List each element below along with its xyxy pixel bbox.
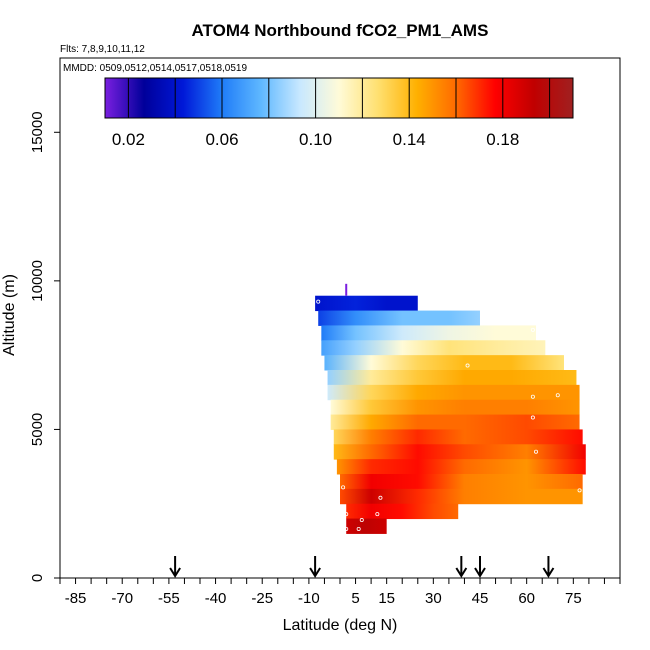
altitude-band (318, 310, 480, 326)
x-tick-label: 5 (351, 590, 359, 607)
flight-arrow (542, 556, 555, 578)
sample-marker (530, 394, 535, 399)
sample-marker (577, 488, 582, 493)
x-tick-label: -10 (298, 590, 320, 607)
y-tick-label: 0 (29, 574, 46, 582)
sample-marker (534, 449, 539, 454)
colorbar-gradient (105, 78, 573, 118)
flight-arrow (474, 556, 486, 578)
x-tick-label: -85 (65, 590, 87, 607)
sample-marker (316, 299, 321, 304)
altitude-band (346, 503, 459, 520)
altitude-band (333, 444, 586, 460)
altitude-band (336, 459, 586, 475)
y-tick-label: 15000 (29, 111, 46, 153)
altitude-band (327, 384, 580, 401)
colorbar-tick-labels: 0.02 0.06 0.10 0.14 0.18 (112, 130, 519, 149)
sample-marker (356, 526, 361, 531)
y-axis: 0 5000 10000 15000 (29, 111, 60, 582)
x-tick-label: 30 (425, 590, 442, 607)
altitude-band (346, 518, 387, 534)
sample-marker (341, 485, 346, 490)
sample-marker (375, 512, 380, 517)
altitude-band (321, 340, 546, 356)
colorbar-tick-label: 0.10 (299, 130, 332, 149)
x-tick-label: -70 (111, 590, 133, 607)
x-axis: -85 -70 -55 -40 -25 -10 5 15 30 45 60 75 (59, 578, 621, 607)
altitude-band (340, 488, 583, 505)
flight-arrow (169, 556, 181, 578)
altitude-band (330, 399, 580, 416)
sample-markers (316, 299, 582, 531)
altitude-band (324, 355, 564, 371)
x-tick-label: 75 (565, 590, 582, 607)
altitude-band (330, 414, 580, 430)
altitude-band (340, 474, 583, 490)
flight-arrows (169, 556, 555, 578)
spike-cell (345, 283, 348, 296)
sample-marker (344, 526, 349, 531)
x-tick-label: -55 (158, 590, 180, 607)
sample-marker (344, 512, 349, 517)
heatmap-cells (315, 283, 586, 534)
colorbar-divisions (127, 78, 551, 118)
sample-marker (465, 363, 470, 368)
y-tick-label: 5000 (29, 413, 46, 446)
altitude-band (321, 325, 536, 341)
x-tick-label: -40 (205, 590, 227, 607)
flight-arrow (455, 556, 468, 578)
x-tick-label: 45 (472, 590, 489, 607)
sample-marker (555, 393, 560, 398)
x-tick-label: 60 (518, 590, 535, 607)
x-axis-label: Latitude (deg N) (283, 617, 398, 634)
colorbar-tick-label: 0.02 (112, 130, 145, 149)
colorbar-tick-label: 0.18 (486, 130, 519, 149)
dates-label: MMDD: 0509,0512,0514,0517,0518,0519 (63, 63, 247, 74)
flight-arrow (309, 556, 321, 578)
sample-marker (530, 327, 535, 332)
flights-label: Flts: 7,8,9,10,11,12 (60, 44, 145, 55)
y-axis-label: Altitude (m) (1, 274, 18, 356)
colorbar: 0.02 0.06 0.10 0.14 0.18 (104, 77, 574, 149)
chart-title: ATOM4 Northbound fCO2_PM1_AMS (192, 21, 489, 40)
altitude-band (333, 429, 583, 445)
x-tick-label: 15 (378, 590, 395, 607)
x-tick-label: -25 (251, 590, 273, 607)
y-tick-label: 10000 (29, 260, 46, 302)
sample-marker (378, 495, 383, 500)
sample-marker (530, 415, 535, 420)
colorbar-tick-label: 0.06 (205, 130, 238, 149)
altitude-band (315, 295, 418, 312)
altitude-band (327, 370, 577, 386)
sample-marker (359, 518, 364, 523)
colorbar-border (104, 77, 574, 119)
colorbar-tick-label: 0.14 (393, 130, 426, 149)
